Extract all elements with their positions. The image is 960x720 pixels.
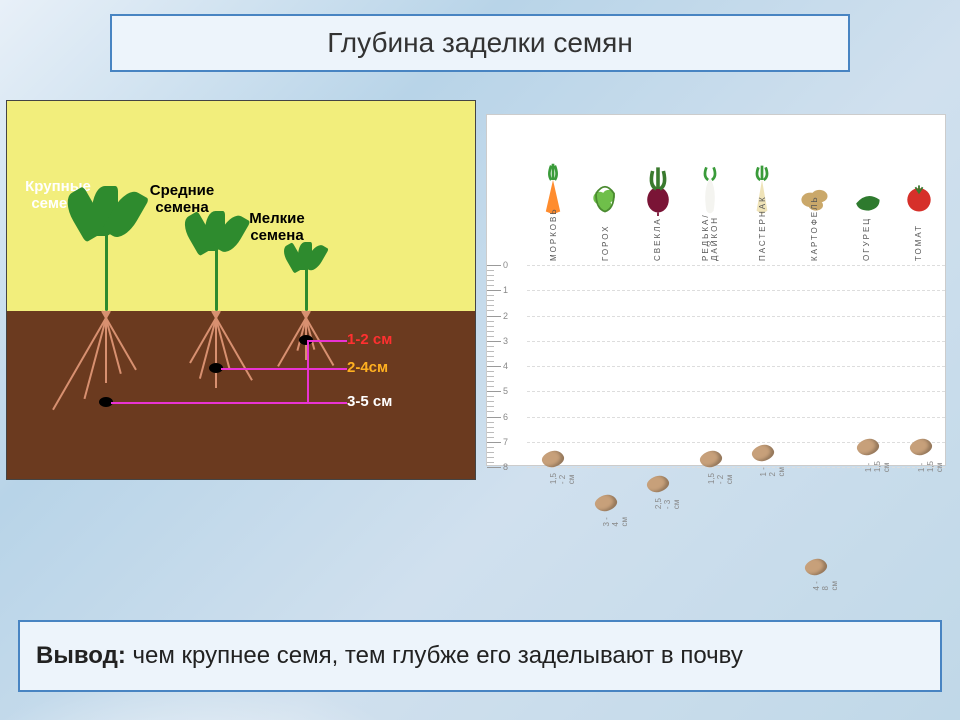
page-title: Глубина заделки семян: [327, 27, 633, 59]
depth-text: 1 - 1,5 см: [917, 461, 944, 472]
vegetable-row: МОРКОВЬ ГОРОХ СВЕКЛА РЕДЬКА/ДАЙКОН ПАСТЕРНАК…: [527, 115, 945, 265]
tomato-icon: [901, 159, 937, 219]
seed-icon: [908, 435, 934, 458]
veg-potato: КАРТОФЕЛЬ: [788, 115, 840, 265]
depth-text: 2,5 - 3 см: [654, 498, 681, 509]
plant-small: [277, 101, 337, 481]
veg-tomato: ТОМАТ: [893, 115, 945, 265]
depth-text: 1,5 - 2 см: [707, 473, 734, 484]
veg-name: КАРТОФЕЛЬ: [810, 221, 819, 261]
veg-name: ПАСТЕРНАК: [758, 221, 767, 261]
depth-text: 4 - 8 см: [812, 581, 839, 591]
title-bar: Глубина заделки семян: [110, 14, 850, 72]
conclusion-prefix: Вывод:: [36, 642, 133, 669]
seed-icon: [750, 442, 776, 465]
panels: Крупные семена Средние семена Мелкие сем…: [0, 100, 960, 480]
depth-col-parsnip: 1 - 2 см: [737, 415, 790, 465]
depth-text: 1,5 - 2 см: [549, 473, 576, 484]
seed-depth-diagram: Крупные семена Средние семена Мелкие сем…: [6, 100, 476, 480]
plant-medium: [187, 101, 247, 481]
depth-col-beet: 2,5 - 3 см: [632, 415, 685, 465]
veg-name: СВЕКЛА: [653, 221, 662, 261]
depth-col-carrot: 1,5 - 2 см: [527, 415, 580, 465]
depth-ruler: 012345678: [487, 265, 527, 465]
depth-label-d1: 1-2 см: [347, 331, 392, 348]
seed-icon: [803, 555, 829, 578]
veg-peas: ГОРОХ: [579, 115, 631, 265]
veg-name: МОРКОВЬ: [549, 221, 558, 261]
seed-icon: [855, 435, 881, 458]
depth-col-daikon: 1,5 - 2 см: [685, 415, 738, 465]
beet-icon: [640, 159, 676, 219]
veg-parsnip: ПАСТЕРНАК: [736, 115, 788, 265]
cucumber-icon: [849, 159, 885, 219]
conclusion-text: чем крупнее семя, тем глубже его заделыв…: [133, 642, 743, 669]
depth-area: 012345678 1,5 - 2 см3 - 4 см2,5 - 3 см1,…: [487, 265, 945, 465]
vegetable-depth-chart: МОРКОВЬ ГОРОХ СВЕКЛА РЕДЬКА/ДАЙКОН ПАСТЕРНАК…: [486, 114, 946, 466]
veg-daikon: РЕДЬКА/ДАЙКОН: [684, 115, 736, 265]
depth-text: 1 - 2 см: [759, 467, 786, 477]
depth-label-d3: 3-5 см: [347, 393, 392, 410]
peas-icon: [587, 159, 623, 219]
veg-name: ТОМАТ: [914, 221, 923, 261]
depth-text: 1 - 1,5 см: [864, 461, 891, 472]
veg-beet: СВЕКЛА: [632, 115, 684, 265]
conclusion-box: Вывод: чем крупнее семя, тем глубже его …: [18, 620, 942, 692]
veg-name: ОГУРЕЦ: [862, 221, 871, 261]
depth-label-d2: 2-4см: [347, 359, 388, 376]
seed-icon: [645, 473, 671, 496]
veg-cucumber: ОГУРЕЦ: [841, 115, 893, 265]
veg-carrot: МОРКОВЬ: [527, 115, 579, 265]
depth-text: 3 - 4 см: [602, 517, 629, 527]
plant-large: [77, 101, 137, 481]
depth-col-cucumber: 1 - 1,5 см: [842, 415, 895, 465]
depth-col-potato: 4 - 8 см: [790, 415, 843, 465]
veg-name: ГОРОХ: [601, 221, 610, 261]
seed-icon: [593, 492, 619, 515]
veg-name: РЕДЬКА/ДАЙКОН: [701, 221, 719, 261]
depth-col-peas: 3 - 4 см: [580, 415, 633, 465]
daikon-icon: [692, 159, 728, 219]
depth-col-tomato: 1 - 1,5 см: [895, 415, 948, 465]
